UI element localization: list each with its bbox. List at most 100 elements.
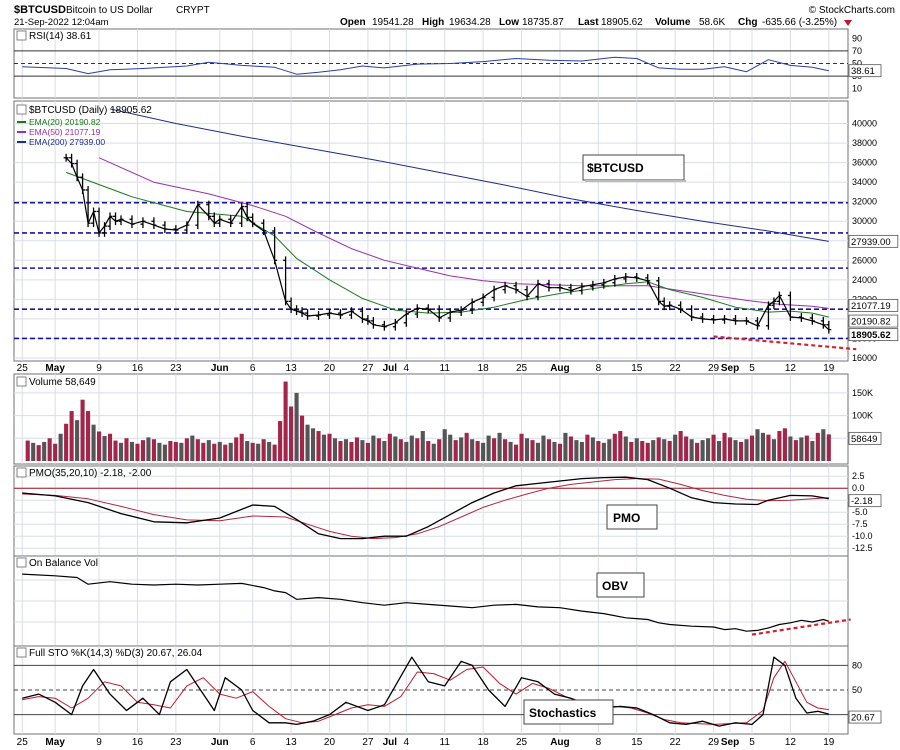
x-label-top-14: 25: [516, 363, 528, 374]
price-ytick-10: 36000: [852, 158, 877, 168]
header-last-label: Last: [578, 17, 599, 28]
volume-bar-40: [245, 441, 250, 461]
header-low-label: Low: [499, 17, 519, 28]
volume-bar-16: [113, 440, 118, 461]
price-ytick-0: 16000: [852, 353, 877, 363]
volume-bar-48: [289, 406, 294, 461]
volume-bar-49: [294, 392, 299, 461]
volume-bar-6: [58, 433, 63, 461]
volume-bar-115: [656, 437, 661, 461]
obv-legend-box: [16, 557, 27, 568]
volume-bar-123: [700, 440, 705, 461]
volume-bar-1: [31, 442, 36, 461]
volume-bar-101: [579, 441, 584, 461]
header-datetime: 21-Sep-2022 12:04am: [14, 17, 109, 28]
sto-last-label: 20.67: [851, 713, 875, 724]
volume-bar-5: [53, 443, 58, 461]
volume-bar-81: [470, 439, 475, 461]
header-high-label: High: [422, 17, 444, 28]
volume-bar-111: [634, 438, 639, 461]
x-label-top-11: 4: [404, 363, 410, 374]
x-label-bottom-9: 27: [362, 737, 374, 748]
x-label-top-2: 9: [96, 363, 102, 374]
volume-bar-120: [684, 436, 689, 461]
volume-bar-37: [228, 442, 233, 461]
price-title: $BTCUSD: [587, 161, 644, 175]
volume-bar-141: [799, 437, 804, 461]
volume-bar-95: [546, 439, 552, 461]
volume-bar-7: [64, 423, 69, 461]
x-label-top-5: Jun: [211, 363, 229, 374]
volume-bar-73: [426, 441, 431, 461]
volume-bar-3: [42, 441, 47, 461]
rsi-ytick-3: 70: [852, 46, 862, 56]
volume-bar-60: [354, 437, 359, 461]
volume-bar-10: [80, 399, 85, 461]
volume-bar-50: [300, 415, 305, 461]
ema20-last-label-box: [848, 314, 899, 328]
volume-bar-84: [486, 435, 491, 461]
volume-bar-51: [305, 424, 310, 461]
volume-bar-46: [278, 421, 283, 461]
pmo-line: [22, 476, 829, 540]
x-label-bottom-12: 11: [440, 737, 451, 748]
volume-bar-30: [190, 435, 195, 461]
volume-bar-12: [91, 424, 96, 461]
volume-bar-117: [667, 441, 672, 461]
x-label-top-0: 25: [17, 363, 29, 374]
volume-bar-72: [420, 431, 425, 461]
volume-bar-67: [393, 436, 398, 461]
volume-bar-15: [107, 433, 113, 461]
volume-bar-144: [815, 432, 820, 461]
ema50-line: [98, 157, 829, 309]
volume-bar-82: [475, 441, 480, 461]
volume-bar-44: [267, 441, 272, 461]
volume-bar-13: [96, 431, 102, 461]
x-label-top-20: Sep: [721, 363, 739, 374]
volume-bar-52: [310, 428, 316, 461]
price-title-box: [582, 154, 685, 181]
x-label-top-16: 8: [596, 363, 602, 374]
obv-line: [22, 573, 829, 632]
obv-legend: On Balance Vol: [29, 558, 98, 569]
x-label-bottom-6: 6: [250, 737, 256, 748]
volume-bar-94: [541, 435, 546, 461]
volume-bar-78: [453, 440, 458, 461]
volume-bar-136: [771, 439, 776, 461]
price-legend-entry-1: EMA(50) 21077.19: [29, 127, 101, 137]
volume-bar-28: [179, 442, 184, 461]
rsi-ytick-2: 50: [852, 59, 862, 69]
price-panel: 1600018000200002200024000260002800030000…: [13, 100, 899, 363]
price-legend-entry-2: EMA(200) 27939.00: [29, 137, 105, 147]
pmo-ytick-1: 0.0: [852, 483, 865, 493]
volume-ytick-2: 150K: [852, 388, 873, 398]
volume-bar-87: [503, 439, 508, 461]
volume-bar-65: [382, 441, 387, 461]
header-name: Bitcoin to US Dollar: [66, 5, 153, 16]
rsi-ytick-0: 10: [852, 84, 862, 94]
volume-bar-56: [332, 438, 338, 461]
x-label-bottom-22: 12: [785, 737, 797, 748]
volume-bar-104: [596, 441, 601, 461]
volume-bar-33: [206, 440, 211, 461]
header-watermark: © StockCharts.com: [809, 5, 895, 16]
x-label-bottom-23: 19: [823, 737, 835, 748]
volume-bar-74: [431, 443, 436, 461]
header-open-label: Open: [340, 17, 366, 28]
volume-bar-86: [497, 432, 502, 461]
volume-bar-70: [409, 435, 414, 461]
volume-bar-68: [398, 439, 403, 461]
volume-bar-71: [415, 438, 420, 461]
x-label-top-21: 5: [749, 363, 755, 374]
sto-legend: Full STO %K(14,3) %D(3) 20.67, 26.04: [29, 648, 203, 659]
volume-bar-112: [640, 441, 645, 461]
price-frame: [13, 100, 849, 362]
volume-bar-143: [810, 441, 815, 461]
x-axis-bottom: 25 May 9 16 23 Jun 6 13 20 27 Jul 4 11 18 25 Aug 8 15 22 29…: [17, 737, 835, 748]
volume-bar-62: [365, 442, 370, 461]
header-last: 18905.62: [601, 17, 643, 28]
x-label-bottom-19: 29: [708, 737, 720, 748]
volume-bar-2: [36, 445, 41, 461]
